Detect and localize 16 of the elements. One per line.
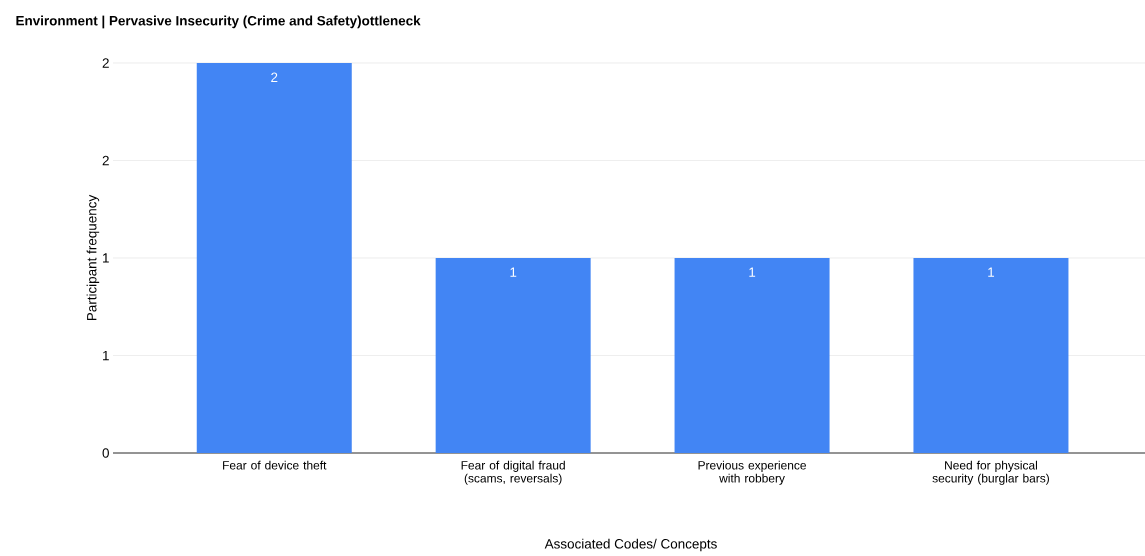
y-tick-label: 1 bbox=[103, 350, 109, 361]
y-tick-label: 2 bbox=[102, 58, 109, 68]
data-label: 1 bbox=[510, 267, 517, 277]
data-label: 2 bbox=[271, 72, 278, 82]
data-label: 1 bbox=[988, 267, 995, 277]
x-tick-label: Previous experience with robbery bbox=[698, 460, 806, 485]
y-tick-label: 2 bbox=[102, 155, 109, 166]
chart-title: Environment | Pervasive Insecurity (Crime and Safety)ottleneck bbox=[16, 15, 421, 29]
y-tick-label: 1 bbox=[103, 253, 109, 263]
y-axis-title: Participant frequency bbox=[86, 194, 100, 321]
y-tick-label: 0 bbox=[102, 448, 109, 458]
x-tick-label: Need for physical security (burglar bars) bbox=[932, 460, 1049, 485]
x-tick-label: Fear of device theft bbox=[223, 460, 327, 470]
data-label: 1 bbox=[749, 267, 756, 277]
x-axis-title: Associated Codes/ Concepts bbox=[544, 538, 717, 552]
x-tick-label: Fear of digital fraud (scams, reversals) bbox=[461, 460, 565, 485]
